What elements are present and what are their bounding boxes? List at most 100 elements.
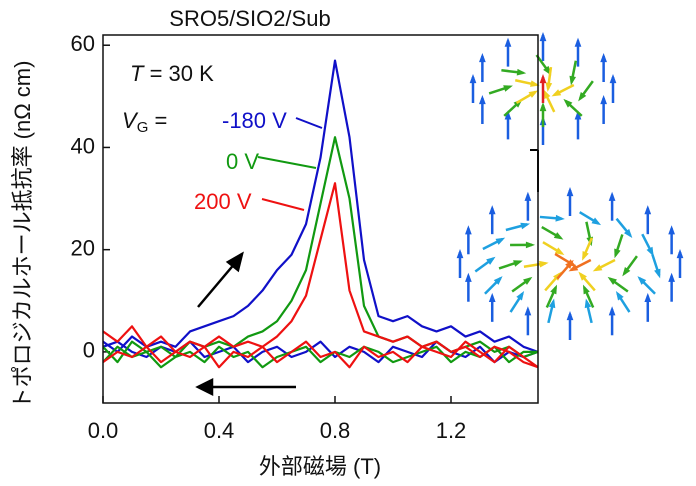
spin-head [607, 276, 617, 285]
spin-head [479, 53, 486, 63]
x-tick-label: 1.2 [436, 418, 467, 443]
spin-head [668, 225, 675, 235]
spin-head [516, 291, 525, 301]
spin-head [614, 248, 621, 259]
series-line [103, 136, 538, 369]
spin-head [555, 214, 565, 222]
symbol: V [122, 108, 139, 133]
spin-head [513, 260, 523, 267]
chart-title: SRO5/SIO2/Sub [169, 6, 330, 31]
spin-head [676, 249, 684, 259]
spin-head [553, 232, 564, 240]
spin-head [644, 292, 652, 302]
spin-head [465, 272, 472, 282]
symbol: T [130, 61, 145, 86]
leader-line [295, 117, 323, 129]
subscript: G [137, 119, 149, 136]
spin-head [520, 222, 531, 230]
spin-head [493, 276, 503, 285]
spin-head [469, 74, 477, 84]
spin-head [523, 276, 533, 285]
spin-head [600, 53, 607, 63]
y-tick-label: 20 [71, 235, 95, 260]
spin-head [550, 284, 557, 295]
spin-head [668, 272, 675, 282]
y-tick-label: 40 [71, 133, 95, 158]
series-line [103, 182, 538, 369]
y-axis-label: トポロジカルホール抵抗率 (nΩ cm) [10, 61, 35, 410]
spin-head [539, 102, 547, 112]
spin-head [488, 292, 496, 302]
spin-head [578, 271, 587, 281]
skyrmion-illustration [456, 32, 684, 340]
spin-head [609, 74, 617, 84]
text: = 30 K [143, 61, 214, 86]
series-label: -180 V [222, 108, 287, 133]
spin-head [488, 205, 496, 215]
spin-head [566, 187, 574, 197]
spin-head [539, 32, 547, 42]
spin-head [553, 271, 562, 281]
spin-head [584, 298, 592, 309]
text: = [148, 108, 173, 133]
spin-head [592, 264, 603, 272]
y-tick-label: 0 [83, 338, 95, 363]
spin-head [569, 75, 577, 86]
spin-head [622, 266, 631, 277]
spin-head [566, 311, 574, 321]
spin-head [516, 68, 527, 76]
leader-line [257, 156, 317, 169]
spin-head [525, 241, 536, 249]
spin-head [495, 237, 506, 245]
spin-head [551, 89, 562, 97]
spin-head [504, 37, 512, 47]
spin-head [503, 85, 513, 92]
spin-head [486, 256, 496, 265]
spin-head [539, 260, 549, 268]
series-label: 0 V [226, 149, 259, 174]
x-tick-label: 0.4 [204, 418, 235, 443]
spin-head [524, 306, 532, 316]
spin-head [582, 250, 589, 261]
spin-head [543, 89, 551, 100]
temperature-label: T = 30 K [130, 61, 214, 86]
spin-head [646, 246, 654, 257]
leader-line [261, 198, 305, 211]
y-tick-label: 60 [71, 31, 95, 56]
spin-head [465, 225, 472, 235]
gate-label: VG = [122, 108, 173, 136]
spin-head [566, 259, 577, 267]
series-line [103, 59, 538, 364]
spin-head [545, 82, 553, 92]
spin-head [623, 228, 633, 239]
spin-head [591, 217, 602, 226]
spin-head [637, 276, 647, 285]
spin-head [583, 284, 590, 295]
x-tick-label: 0.8 [320, 418, 351, 443]
spin-head [615, 291, 624, 301]
plot-frame [102, 34, 539, 404]
spin-head [578, 91, 587, 102]
spin-head [528, 90, 539, 98]
x-axis-label: 外部磁場 (T) [259, 454, 381, 479]
series-label: 200 V [194, 189, 252, 214]
spin-head [600, 95, 607, 105]
spin-head [563, 98, 573, 108]
sweep-arrows [195, 251, 296, 397]
x-tick-label: 0.0 [88, 418, 119, 443]
spin-head [644, 205, 652, 215]
spin-head [539, 74, 547, 84]
spin-head [574, 110, 582, 120]
spin-head [548, 298, 556, 309]
spin-head [504, 110, 512, 120]
spin-head [608, 191, 616, 201]
spin-head [608, 306, 616, 316]
spin-head [554, 247, 565, 256]
spin-head [456, 249, 464, 259]
spin-head [524, 191, 532, 201]
spin-head [654, 268, 661, 279]
spin-head [479, 95, 486, 105]
spin-head [574, 37, 582, 47]
